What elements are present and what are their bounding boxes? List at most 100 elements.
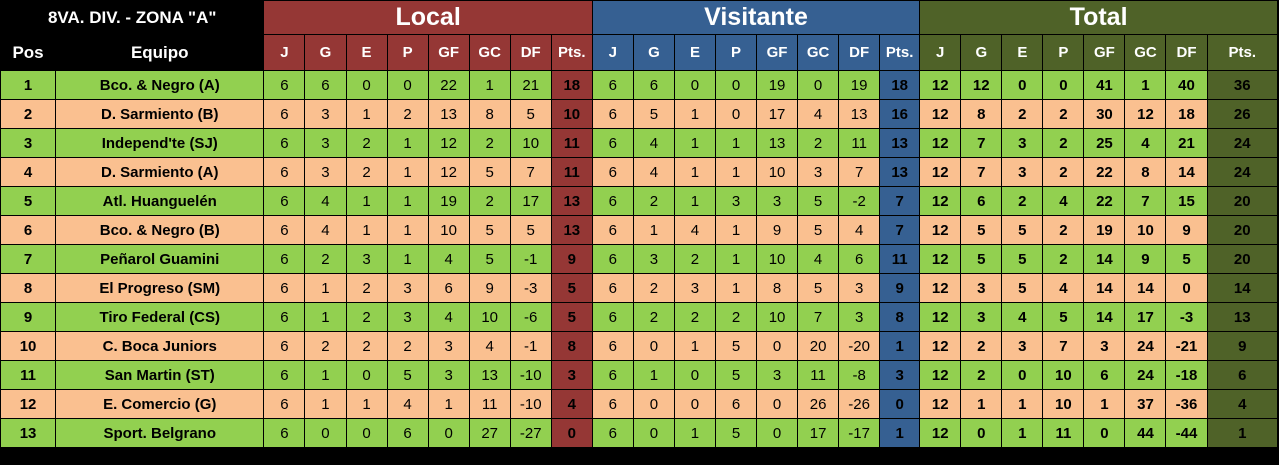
- visitante-stat-cell: -20: [838, 331, 881, 361]
- total-stat-cell: 5: [960, 215, 1003, 245]
- total-stat-cell: 2: [1001, 99, 1044, 129]
- total-points-cell: 24: [1206, 128, 1279, 158]
- position-cell: 4: [0, 157, 57, 187]
- header-visitante-gf: GF: [756, 34, 799, 71]
- total-stat-cell: 12: [919, 128, 962, 158]
- table-row: 2 D. Sarmiento (B) 6 3 1 2 13 8 5 10 6 5 1 0 17 4 13 16 12…: [0, 99, 1279, 129]
- total-stat-cell: 3: [1001, 157, 1044, 187]
- total-stat-cell: 7: [960, 157, 1003, 187]
- visitante-stat-cell: 0: [632, 389, 675, 419]
- position-cell: 9: [0, 302, 57, 332]
- visitante-stat-cell: 3: [714, 186, 758, 216]
- table-row: 9 Tiro Federal (CS) 6 1 2 3 4 10 -6 5 6 2 2 2 10 7 3 8 12 3…: [0, 302, 1279, 332]
- local-stat-cell: 10: [427, 215, 470, 245]
- total-points-cell: 36: [1206, 70, 1279, 100]
- total-stat-cell: 14: [1165, 157, 1208, 187]
- position-cell: 10: [0, 331, 57, 361]
- visitante-stat-cell: 4: [797, 99, 840, 129]
- local-stat-cell: -1: [509, 244, 552, 274]
- total-stat-cell: 12: [919, 360, 962, 390]
- local-stat-cell: 3: [304, 128, 347, 158]
- local-stat-cell: 3: [304, 99, 347, 129]
- total-stat-cell: 7: [1124, 186, 1167, 216]
- local-stat-cell: 0: [304, 418, 347, 448]
- team-name-cell: Bco. & Negro (B): [55, 215, 265, 245]
- visitante-stat-cell: 10: [756, 244, 799, 274]
- visitante-stat-cell: 0: [632, 331, 675, 361]
- local-stat-cell: 4: [304, 215, 347, 245]
- total-stat-cell: 1: [1083, 389, 1126, 419]
- position-cell: 7: [0, 244, 57, 274]
- total-stat-cell: 0: [1001, 360, 1044, 390]
- visitante-stat-cell: 5: [797, 273, 840, 303]
- local-stat-cell: 3: [345, 244, 388, 274]
- visitante-stat-cell: 1: [714, 273, 758, 303]
- local-stat-cell: 0: [386, 70, 429, 100]
- local-stat-cell: 2: [345, 128, 388, 158]
- visitante-stat-cell: 9: [756, 215, 799, 245]
- team-name-cell: El Progreso (SM): [55, 273, 265, 303]
- local-stat-cell: 2: [386, 331, 429, 361]
- total-stat-cell: 0: [1165, 273, 1208, 303]
- local-stat-cell: 1: [345, 99, 388, 129]
- position-cell: 8: [0, 273, 57, 303]
- header-total-p: P: [1042, 34, 1085, 71]
- visitante-stat-cell: 1: [714, 128, 758, 158]
- visitante-stat-cell: 20: [797, 331, 840, 361]
- local-stat-cell: 17: [509, 186, 552, 216]
- local-points-cell: 3: [550, 360, 593, 390]
- local-stat-cell: 6: [263, 273, 306, 303]
- position-cell: 3: [0, 128, 57, 158]
- position-cell: 11: [0, 360, 57, 390]
- position-cell: 2: [0, 99, 57, 129]
- visitante-stat-cell: 10: [756, 157, 799, 187]
- total-points-cell: 4: [1206, 389, 1279, 419]
- header-total-gf: GF: [1083, 34, 1126, 71]
- total-stat-cell: 30: [1083, 99, 1126, 129]
- visitante-stat-cell: 11: [797, 360, 840, 390]
- total-stat-cell: 3: [1001, 331, 1044, 361]
- visitante-points-cell: 7: [879, 215, 921, 245]
- header-total-j: J: [919, 34, 962, 71]
- visitante-points-cell: 1: [879, 331, 921, 361]
- total-stat-cell: 0: [960, 418, 1003, 448]
- visitante-stat-cell: 5: [797, 215, 840, 245]
- local-stat-cell: 0: [345, 70, 388, 100]
- total-stat-cell: 7: [1042, 331, 1085, 361]
- visitante-stat-cell: 1: [673, 331, 716, 361]
- visitante-points-cell: 16: [879, 99, 921, 129]
- visitante-points-cell: 7: [879, 186, 921, 216]
- local-stat-cell: 4: [427, 302, 470, 332]
- visitante-stat-cell: 1: [632, 215, 675, 245]
- local-points-cell: 13: [550, 186, 593, 216]
- total-stat-cell: 12: [919, 302, 962, 332]
- team-name-cell: Tiro Federal (CS): [55, 302, 265, 332]
- header-visitante-e: E: [673, 34, 716, 71]
- total-stat-cell: 5: [1165, 244, 1208, 274]
- visitante-stat-cell: 6: [591, 273, 634, 303]
- local-stat-cell: 5: [386, 360, 429, 390]
- visitante-stat-cell: 0: [673, 389, 716, 419]
- total-stat-cell: 37: [1124, 389, 1167, 419]
- header-total-gc: GC: [1124, 34, 1167, 71]
- header-visitante-pts: Pts.: [879, 34, 921, 71]
- local-stat-cell: 4: [304, 186, 347, 216]
- visitante-stat-cell: 0: [756, 418, 799, 448]
- position-cell: 12: [0, 389, 57, 419]
- total-points-cell: 26: [1206, 99, 1279, 129]
- total-stat-cell: 40: [1165, 70, 1208, 100]
- total-stat-cell: 12: [919, 215, 962, 245]
- total-stat-cell: 3: [960, 273, 1003, 303]
- visitante-points-cell: 18: [879, 70, 921, 100]
- total-stat-cell: 41: [1083, 70, 1126, 100]
- visitante-stat-cell: 5: [714, 418, 758, 448]
- visitante-stat-cell: 0: [673, 70, 716, 100]
- local-stat-cell: 2: [345, 273, 388, 303]
- total-stat-cell: 21: [1165, 128, 1208, 158]
- total-points-cell: 9: [1206, 331, 1279, 361]
- visitante-stat-cell: 5: [714, 360, 758, 390]
- visitante-stat-cell: 1: [632, 360, 675, 390]
- visitante-stat-cell: 1: [673, 128, 716, 158]
- total-stat-cell: 4: [1124, 128, 1167, 158]
